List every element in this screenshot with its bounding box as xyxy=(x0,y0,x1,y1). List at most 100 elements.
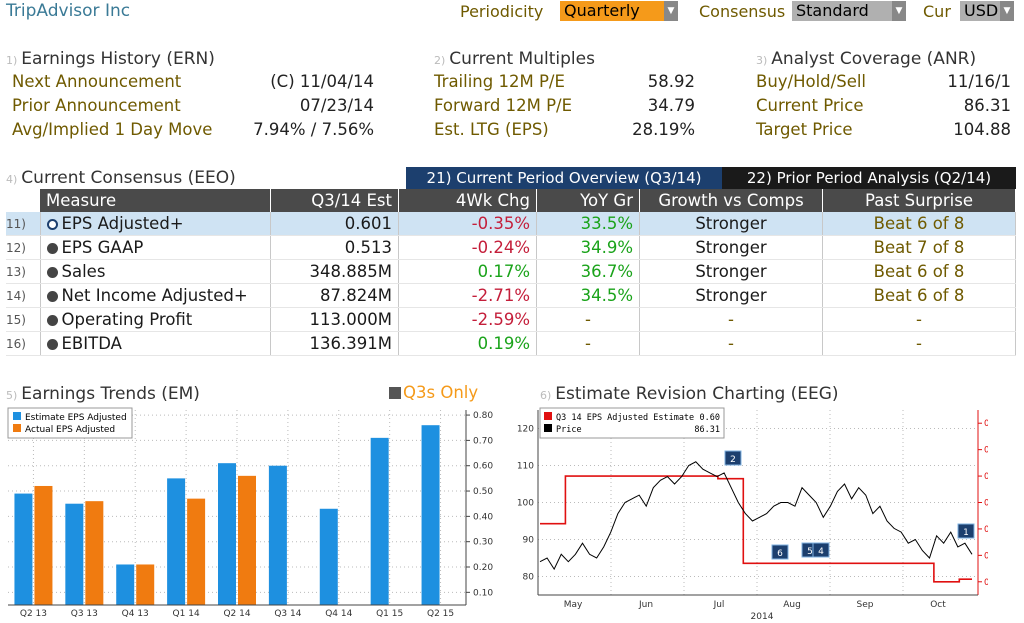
left-tick-label: 110 xyxy=(517,462,534,472)
estimate-line xyxy=(540,475,972,583)
security-title: TripAdvisor Inc xyxy=(6,1,131,21)
surprise-cell: Beat 7 of 8 xyxy=(822,235,1016,260)
column-header-measure[interactable]: Measure xyxy=(40,189,271,212)
measure-name: EBITDA xyxy=(61,334,122,353)
section-title: Earnings Trends (EM) xyxy=(21,384,200,404)
column-header-past-surprise[interactable]: Past Surprise xyxy=(822,189,1016,212)
legend-value-estimate: 0.60 xyxy=(700,413,720,423)
bar-estimate xyxy=(421,425,440,605)
bar-estimate xyxy=(65,503,84,605)
bar-actual xyxy=(34,485,53,605)
x-tick-label: Q2 14 xyxy=(223,609,250,619)
bar-estimate xyxy=(319,508,338,605)
right-tick-label: 0.61 xyxy=(984,551,988,561)
target-price-label: Target Price xyxy=(756,120,853,139)
x-tick-label: Q3 13 xyxy=(71,609,98,619)
marker-label: 6 xyxy=(777,549,783,559)
bar-estimate xyxy=(370,437,389,605)
legend-swatch-estimate xyxy=(544,412,552,420)
table-row[interactable]: 16) EBITDA 136.391M 0.19% - - - xyxy=(6,331,1016,356)
right-tick-label: 0.60 xyxy=(984,578,988,588)
chevron-down-icon: ▼ xyxy=(664,1,678,21)
chart-legend-box xyxy=(7,407,133,439)
currency-dropdown[interactable]: USD ▼ xyxy=(960,1,1014,21)
table-row[interactable]: 13) Sales 348.885M 0.17% 36.7% Stronger … xyxy=(6,259,1016,284)
chart-right-axis: 0.60 0.61 0.62 0.63 0.64 0.65 0.66 xyxy=(977,410,988,595)
revision-marker: 6 xyxy=(771,544,789,560)
revision-marker: 1 xyxy=(957,523,975,539)
table-header-row: Measure Q3/14 Est 4Wk Chg YoY Gr Growth … xyxy=(6,189,1016,212)
tab-prior-period-analysis[interactable]: 22) Prior Period Analysis (Q2/14) xyxy=(722,167,1016,189)
section-number: 2) xyxy=(434,54,446,67)
table-row[interactable]: 14) Net Income Adjusted+ 87.824M -2.71% … xyxy=(6,283,1016,308)
legend-label-actual: Actual EPS Adjusted xyxy=(25,425,115,435)
marker-box xyxy=(724,450,742,466)
chart-left-axis: 80 90 100 110 120 xyxy=(517,410,539,595)
x-tick-label: Q1 14 xyxy=(173,609,200,619)
section-title: Analyst Coverage (ANR) xyxy=(771,49,977,69)
table-row[interactable]: 11) EPS Adjusted+ 0.601 -0.35% 33.5% Str… xyxy=(6,212,1016,236)
left-tick-label: 120 xyxy=(517,425,534,435)
est-ltg-value: 28.19% xyxy=(632,120,695,139)
buy-hold-sell-label: Buy/Hold/Sell xyxy=(756,72,867,91)
estimate-cell: 113.000M xyxy=(270,307,399,332)
consensus-table: Measure Q3/14 Est 4Wk Chg YoY Gr Growth … xyxy=(6,189,1016,356)
right-tick-label: 0.62 xyxy=(984,525,988,535)
x-tick-label: Sep xyxy=(857,600,874,610)
comps-cell: Stronger xyxy=(639,235,823,260)
estimate-revision-header[interactable]: 6) Estimate Revision Charting (EEG) xyxy=(540,384,839,404)
forward-pe-value: 34.79 xyxy=(647,96,695,115)
next-announcement-value: (C) 11/04/14 xyxy=(270,72,374,91)
column-header-estimate[interactable]: Q3/14 Est xyxy=(270,189,399,212)
table-row[interactable]: 12) EPS GAAP 0.513 -0.24% 34.9% Stronger… xyxy=(6,235,1016,260)
row-number: 11) xyxy=(6,212,41,236)
periodicity-label: Periodicity xyxy=(460,2,544,21)
legend-swatch-price xyxy=(544,424,552,432)
q3s-only-label: Q3s Only xyxy=(403,383,479,402)
section-title: Current Multiples xyxy=(449,49,595,69)
legend-swatch-estimate xyxy=(13,412,21,420)
column-header-yoy-gr[interactable]: YoY Gr xyxy=(536,189,640,212)
q3s-only-toggle[interactable]: Q3s Only xyxy=(389,383,478,402)
yoy-cell: 36.7% xyxy=(536,259,640,284)
measure-cell: EBITDA xyxy=(40,331,271,356)
forward-pe-label: Forward 12M P/E xyxy=(434,96,573,115)
measure-name: EPS Adjusted+ xyxy=(61,214,184,233)
section-title: Earnings History (ERN) xyxy=(21,49,215,69)
section-number: 1) xyxy=(6,54,18,67)
current-consensus-header[interactable]: 4) Current Consensus (EEO) xyxy=(6,168,236,188)
x-tick-label: Jun xyxy=(638,600,653,610)
marker-label: 2 xyxy=(730,455,736,465)
earnings-trends-header[interactable]: 5) Earnings Trends (EM) xyxy=(6,384,200,404)
header-spacer xyxy=(6,189,40,212)
periodicity-dropdown[interactable]: Quarterly ▼ xyxy=(560,1,678,21)
x-tick-label: Q2 13 xyxy=(20,609,47,619)
bar-actual xyxy=(238,475,256,605)
consensus-dropdown[interactable]: Standard ▼ xyxy=(792,1,906,21)
y-tick-label: 0.30 xyxy=(473,538,493,548)
bar-estimate xyxy=(14,493,33,605)
column-header-4wk-chg[interactable]: 4Wk Chg xyxy=(398,189,537,212)
surprise-cell: - xyxy=(822,307,1016,332)
column-header-growth-vs-comps[interactable]: Growth vs Comps xyxy=(639,189,823,212)
currency-value: USD xyxy=(960,1,1000,21)
earnings-history-header[interactable]: 1) Earnings History (ERN) xyxy=(6,49,215,69)
current-multiples-header[interactable]: 2) Current Multiples xyxy=(434,49,595,69)
y-tick-label: 0.10 xyxy=(473,588,493,598)
measure-cell: Net Income Adjusted+ xyxy=(40,283,271,308)
bar-actual xyxy=(187,498,206,605)
tab-current-period-overview[interactable]: 21) Current Period Overview (Q3/14) xyxy=(406,167,722,189)
left-tick-label: 90 xyxy=(523,536,535,546)
marker-label: 4 xyxy=(818,547,824,557)
table-row[interactable]: 15) Operating Profit 113.000M -2.59% - -… xyxy=(6,307,1016,332)
bar-estimate xyxy=(167,478,186,605)
x-tick-label: May xyxy=(564,600,583,610)
radio-icon xyxy=(46,315,58,326)
legend-label-estimate: Q3 14 EPS Adjusted Estimate xyxy=(556,413,694,423)
legend-swatch-actual xyxy=(13,424,21,432)
section-title: Current Consensus (EEO) xyxy=(21,168,236,188)
row-number: 15) xyxy=(6,307,41,332)
y-tick-label: 0.20 xyxy=(473,563,493,573)
estimate-revision-chart: 2 6 54 1 80 90 100 110 120 0.60 0.61 0.62 0.63 0.64… xyxy=(517,407,988,622)
analyst-coverage-header[interactable]: 3) Analyst Coverage (ANR) xyxy=(756,49,976,69)
